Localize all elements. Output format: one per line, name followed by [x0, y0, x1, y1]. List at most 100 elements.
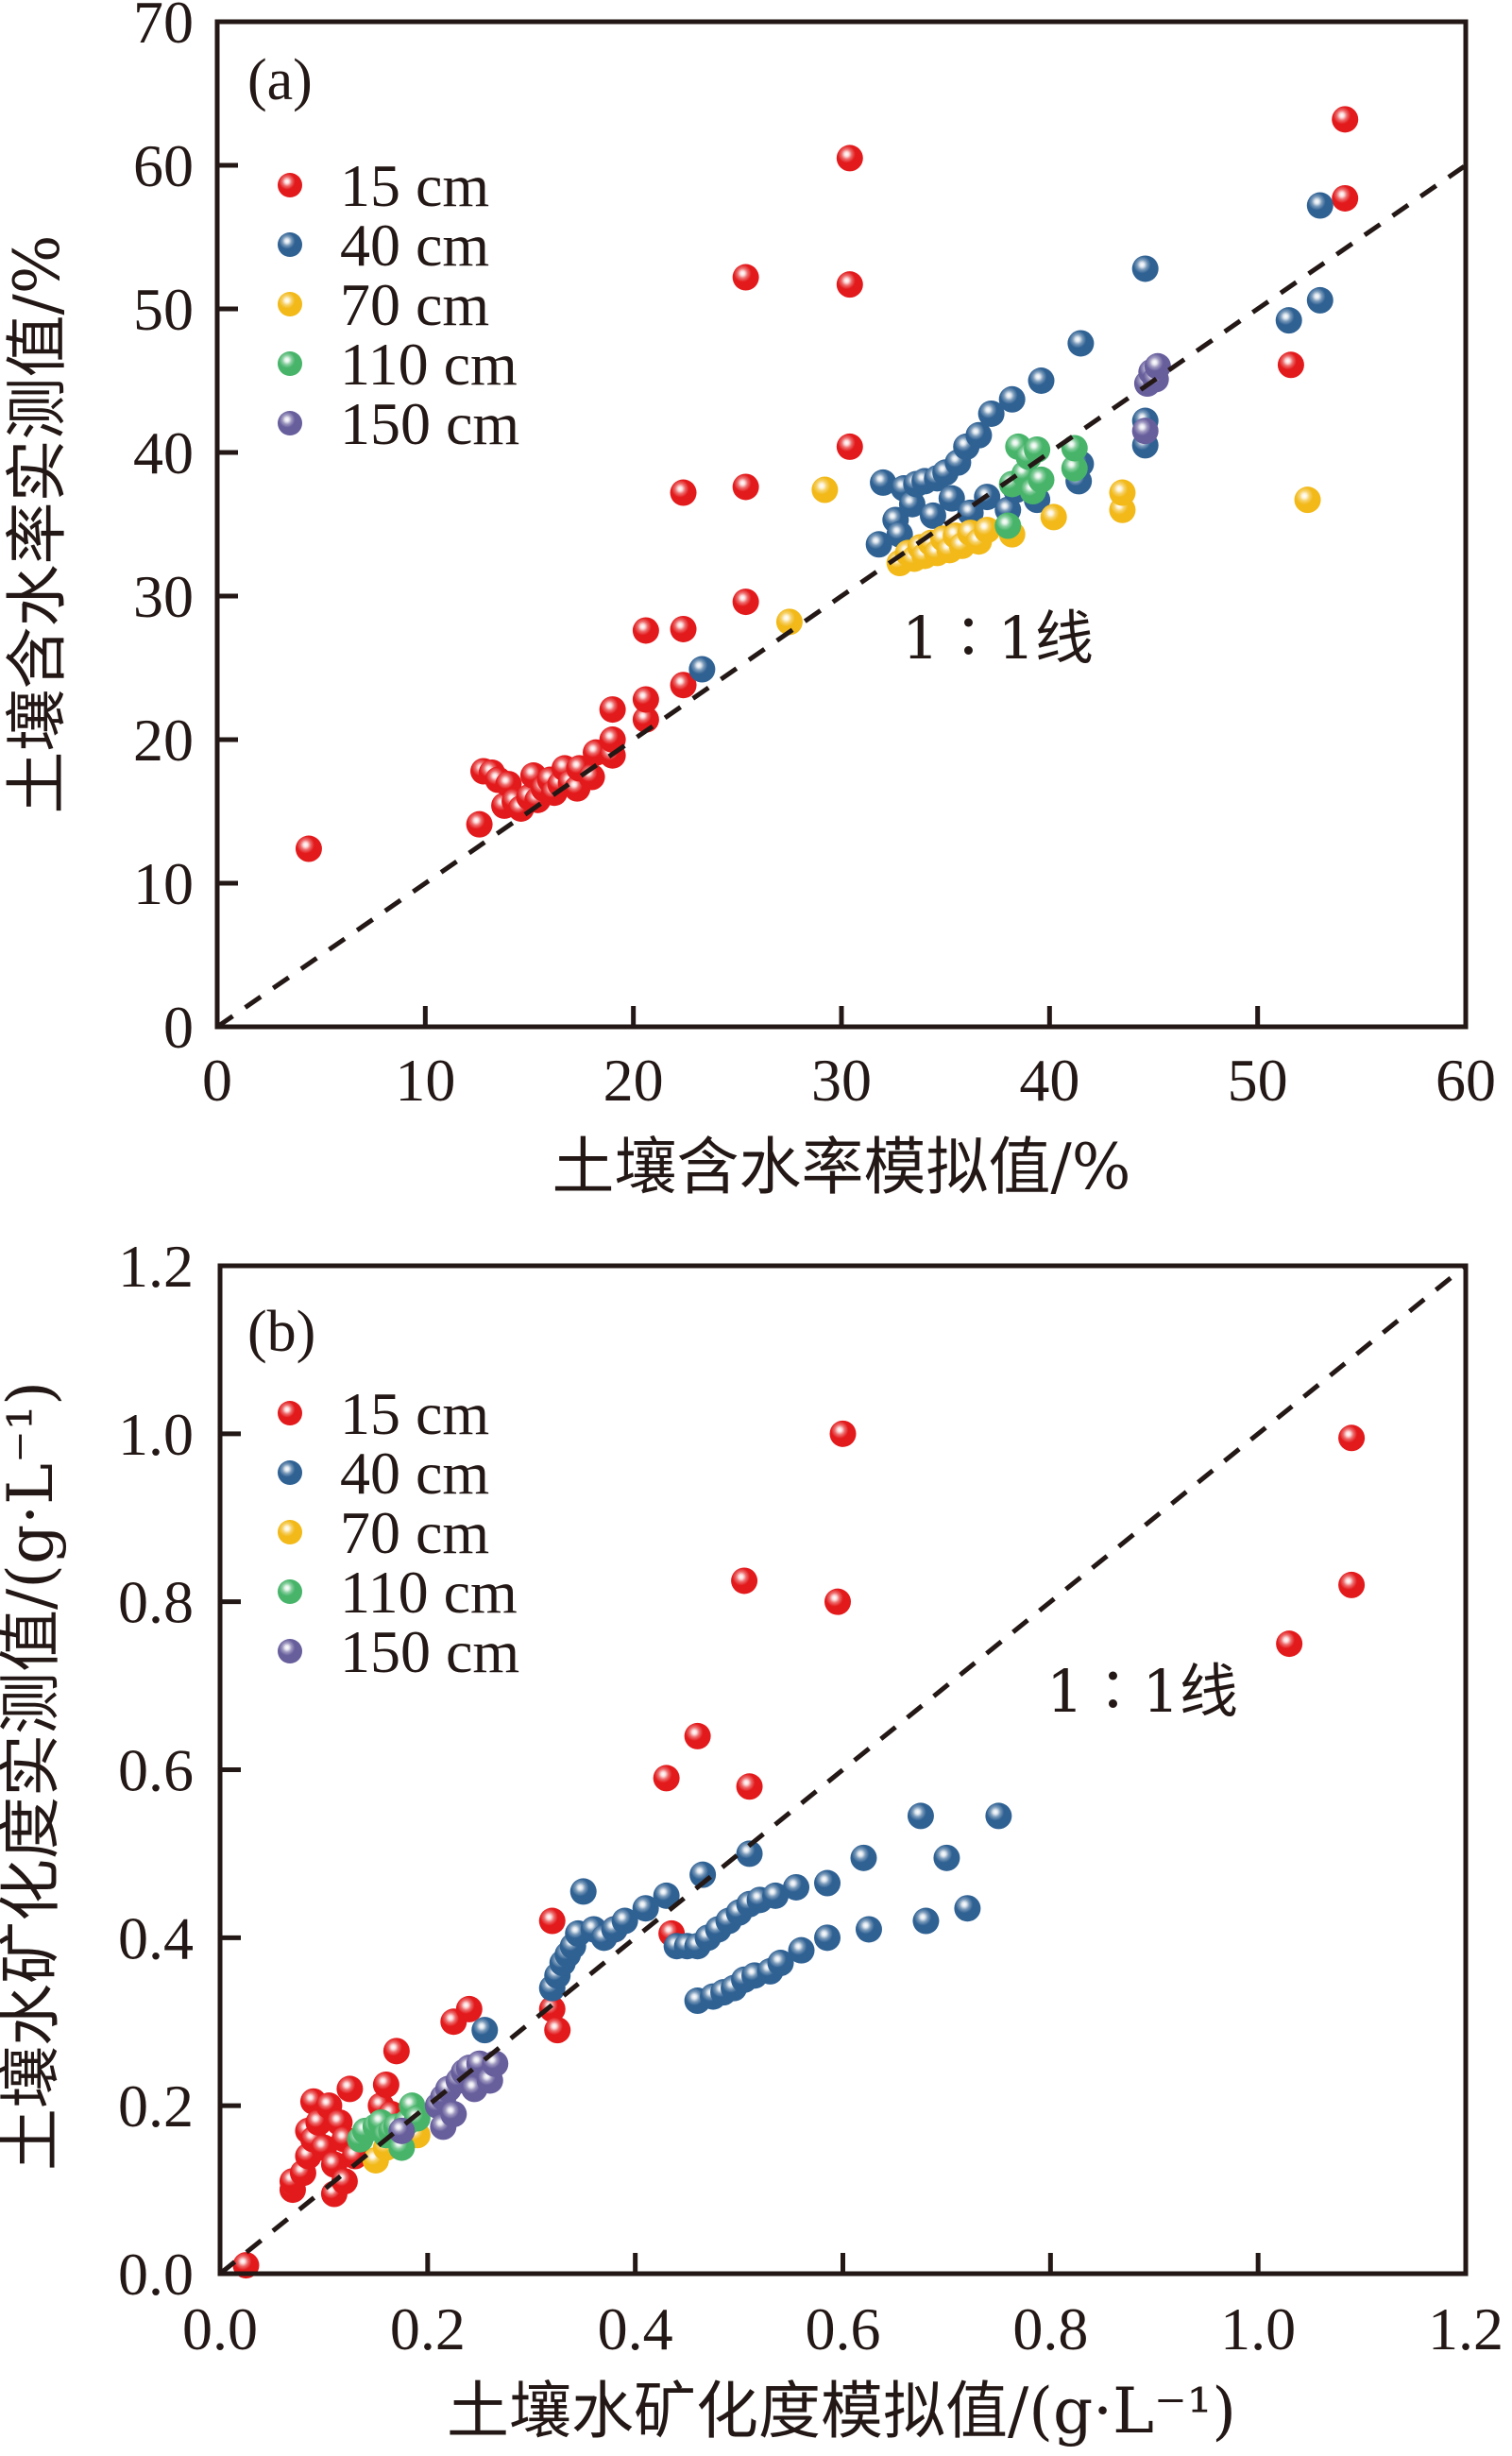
panel-b-y-tick-label: 1.0 [118, 1401, 194, 1468]
panel-a-legend-label: 40 cm [340, 212, 489, 279]
panel-b-one-to-one-line [218, 1264, 1468, 2276]
panel-b-legend-item: 15 cm [278, 1380, 489, 1447]
panel-a-points [295, 106, 1359, 862]
panel-b-x-tick-label: 1.0 [1220, 2295, 1296, 2362]
panel-a-point-15cm [632, 686, 659, 713]
panel-a-y-tick-label: 20 [133, 707, 194, 774]
panel-a-tick-labels: 0 10 20 30 40 50 60 0 10 20 30 40 50 60 70 [133, 0, 1496, 1114]
panel-a-y-tick-label: 50 [133, 276, 194, 343]
panel-a-point-15cm [295, 835, 322, 862]
panel-b-legend-label: 40 cm [340, 1440, 489, 1507]
panel-b-legend-label: 15 cm [340, 1380, 489, 1447]
panel-b-point-15cm [331, 2168, 358, 2195]
panel-b-x-tick-label: 0.4 [598, 2295, 673, 2362]
panel-a-point-15cm [599, 696, 626, 724]
panel-b-point-15cm [538, 1907, 566, 1935]
panel-a-point-40cm [865, 531, 892, 558]
panel-a-x-tick-label: 60 [1436, 1047, 1496, 1114]
panel-b-point-150cm [440, 2101, 467, 2128]
panel-a-point-40cm [1131, 255, 1159, 282]
panel-a-point-15cm [732, 588, 759, 616]
panel-b-x-axis-title: 土壤水矿化度模拟值/(g·L⁻¹) [447, 2375, 1236, 2447]
panel-b-x-tick-label: 0.2 [390, 2295, 466, 2362]
panel-a-point-15cm [732, 473, 759, 501]
panel-a-point-15cm [632, 706, 659, 733]
panel-a-one-to-one-line [215, 162, 1468, 1030]
panel-a-point-40cm [919, 502, 946, 529]
panel-a-y-axis-title: 土壤含水率实测值/% [1, 235, 74, 814]
panel-b-legend-item: 70 cm [278, 1499, 489, 1566]
panel-a-point-40cm [965, 421, 993, 449]
panel-a-legend-item: 15 cm [278, 152, 489, 219]
panel-b-one-to-one-label: 1∶1线 [1046, 1657, 1238, 1726]
panel-a-point-70cm [1294, 486, 1321, 514]
panel-a-point-15cm [836, 433, 863, 460]
panel-b-x-tick-label: 0.8 [1012, 2295, 1088, 2362]
panel-a-x-tick-label: 20 [603, 1047, 664, 1114]
panel-a-y-tick-label: 0 [163, 994, 194, 1061]
panel-b-ticks [220, 1431, 1261, 2274]
panel-b-point-40cm [814, 1924, 841, 1952]
panel-b-y-tick-label: 0.2 [118, 2072, 194, 2140]
panel-a-point-40cm [957, 499, 984, 526]
panel-a-point-110cm [1028, 466, 1055, 493]
panel-b-point-15cm [455, 1995, 483, 2022]
panel-b-tick-labels: 0.0 0.2 0.4 0.6 0.8 1.0 1.2 0.0 0.2 0.4 0.6 0.8 1.0 1… [118, 1233, 1504, 2362]
panel-b-point-15cm [372, 2071, 399, 2098]
panel-a-point-15cm [599, 726, 626, 753]
panel-a-legend-label: 15 cm [340, 152, 489, 219]
panel-b-legend-label: 70 cm [340, 1499, 489, 1566]
panel-a-point-40cm [1306, 192, 1334, 219]
panel-b-point-15cm [824, 1588, 852, 1615]
panel-a-point-150cm [1131, 418, 1159, 445]
panel-b-point-40cm [783, 1873, 810, 1901]
panel-b-x-tick-label: 0.6 [806, 2295, 881, 2362]
panel-b-y-tick-label: 0.6 [118, 1737, 194, 1804]
panel-b-point-40cm [736, 1840, 763, 1868]
panel-b-point-40cm [855, 1916, 882, 1943]
panel-a-point-70cm [775, 608, 803, 636]
panel-a-point-150cm [1144, 352, 1171, 380]
panel-a-point-110cm [1061, 454, 1088, 482]
panel-a-point-40cm [1306, 286, 1334, 314]
panel-b-point-15cm [1338, 1571, 1366, 1598]
panel-b-legend-label: 110 cm [340, 1559, 518, 1626]
panel-b-y-tick-label: 1.2 [118, 1233, 194, 1300]
panel-b-point-40cm [471, 2017, 499, 2044]
panel-a-x-tick-label: 40 [1019, 1047, 1079, 1114]
panel-a-point-15cm [466, 810, 493, 838]
panel-a-x-tick-label: 10 [395, 1047, 455, 1114]
panel-a-point-15cm [836, 145, 863, 172]
panel-b-y-tick-label: 0.8 [118, 1569, 194, 1636]
panel-a-y-tick-label: 10 [133, 850, 194, 917]
panel-b-point-40cm [611, 1907, 638, 1935]
panel-a-y-tick-label: 30 [133, 563, 194, 630]
panel-a-point-15cm [670, 672, 697, 699]
panel-b-legend-item: 150 cm [278, 1618, 519, 1685]
panel-b-point-15cm [336, 2075, 364, 2103]
panel-b-x-tick-label: 0.0 [182, 2295, 258, 2362]
panel-a-point-40cm [938, 485, 965, 512]
panel-b-y-tick-label: 0.0 [118, 2241, 194, 2308]
panel-b-point-15cm [544, 2017, 571, 2044]
panel-a-x-tick-label: 50 [1228, 1047, 1288, 1114]
panel-a-x-tick-label: 30 [811, 1047, 872, 1114]
panel-a-point-15cm [670, 615, 697, 642]
panel-b-x-tick-label: 1.2 [1428, 2295, 1504, 2362]
panel-b-point-40cm [767, 1950, 794, 1977]
panel-a-y-tick-label: 40 [133, 419, 194, 486]
panel-b-point-15cm [684, 1722, 711, 1749]
panel-b-point-40cm [569, 1878, 597, 1905]
panel-a-label: (a) [247, 48, 313, 112]
panel-a-point-110cm [994, 512, 1022, 539]
panel-b-point-40cm [653, 1882, 680, 1909]
panel-a-point-15cm [1332, 106, 1359, 133]
panel-b-point-40cm [632, 1895, 659, 1922]
panel-b-label: (b) [247, 1300, 315, 1364]
panel-b-legend-label: 150 cm [340, 1618, 519, 1685]
panel-a-x-axis-title: 土壤含水率模拟值/% [552, 1131, 1131, 1203]
panel-a-y-tick-label: 60 [133, 132, 194, 199]
panel-b-point-40cm [814, 1869, 841, 1897]
panel-b-point-15cm [382, 2038, 410, 2065]
